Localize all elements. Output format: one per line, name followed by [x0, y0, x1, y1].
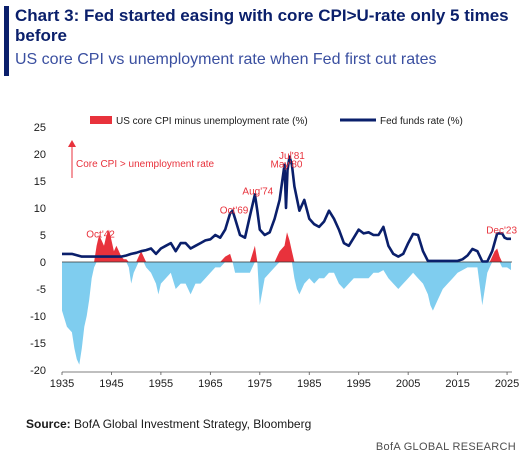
x-tick-label: 1975 [248, 378, 272, 390]
source-label: Source: [26, 417, 71, 431]
legend-swatch-spread [90, 116, 112, 124]
y-tick-label: 5 [40, 230, 46, 242]
legend: US core CPI minus unemployment rate (%) … [90, 116, 463, 127]
chart-title: Chart 3: Fed started easing with core CP… [15, 6, 509, 45]
x-tick-label: 1955 [149, 378, 173, 390]
event-label: May'80 [271, 160, 303, 171]
legend-label-spread: US core CPI minus unemployment rate (%) [116, 116, 308, 127]
y-tick-label: 15 [34, 176, 46, 188]
y-tick-label: -5 [36, 284, 46, 296]
chart-subtitle: US core CPI vs unemployment rate when Fe… [15, 51, 437, 68]
event-label: Jul'81 [279, 151, 305, 162]
fed-funds-line [62, 155, 511, 263]
x-tick-label: 2015 [445, 378, 469, 390]
y-tick-label: 0 [40, 257, 46, 269]
brand-footer: BofA GLOBAL RESEARCH [375, 441, 516, 453]
event-label: Oct'42 [86, 230, 115, 241]
source-text: BofA Global Investment Strategy, Bloombe… [74, 417, 312, 431]
y-tick-label: -10 [30, 311, 46, 323]
spread-area-series [62, 229, 511, 365]
y-tick-label: -15 [30, 338, 46, 350]
x-tick-label: 2025 [495, 378, 519, 390]
x-tick-label: 1935 [50, 378, 74, 390]
spread-positive-area [62, 229, 511, 262]
x-tick-label: 1945 [99, 378, 123, 390]
y-tick-label: 20 [34, 149, 46, 161]
event-label: Aug'74 [242, 187, 273, 198]
fed-funds-series [62, 155, 511, 263]
y-tick-label: -20 [30, 365, 46, 377]
annotation: Core CPI > unemployment rate [68, 140, 215, 178]
y-tick-label: 25 [34, 122, 46, 134]
event-label: Oct'69 [220, 205, 249, 216]
x-tick-label: 1965 [198, 378, 222, 390]
x-tick-label: 2005 [396, 378, 420, 390]
annotation-arrow-head [68, 140, 76, 147]
source-note: Source: BofA Global Investment Strategy,… [26, 417, 311, 431]
spread-negative-area [62, 262, 511, 365]
legend-label-fed: Fed funds rate (%) [380, 116, 463, 127]
event-label: Dec'23 [486, 225, 517, 236]
x-tick-label: 1985 [297, 378, 321, 390]
title-accent-bar [4, 6, 9, 76]
x-tick-label: 1995 [346, 378, 370, 390]
annotation-text: Core CPI > unemployment rate [76, 159, 215, 170]
y-tick-label: 10 [34, 203, 46, 215]
